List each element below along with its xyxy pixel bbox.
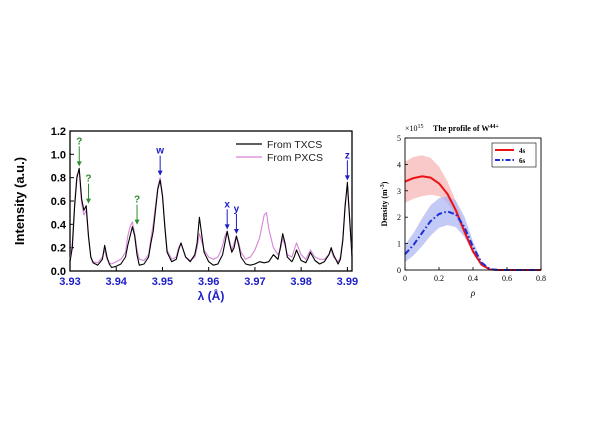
legend-label-txcs: From TXCS	[267, 139, 322, 151]
spectrum-series-line-txcs	[69, 167, 353, 269]
annotation-label: x	[224, 199, 230, 210]
annotation-arrowhead	[224, 224, 230, 230]
density-band-6s	[405, 196, 541, 270]
density-x-axis-label: ρ	[470, 288, 476, 298]
density-y-axis-label: Density (m-3)	[380, 181, 389, 226]
spectrum-plot-frame	[69, 130, 353, 272]
legend-label-6s: 6s	[519, 157, 526, 165]
spectrum-y-tick-label: 0.6	[51, 196, 66, 208]
legend-label-4s: 4s	[519, 147, 526, 155]
annotation-label: ?	[85, 174, 91, 185]
annotation-arrowhead	[157, 170, 163, 176]
density-y-tick-label: 1	[397, 240, 401, 249]
annotation-arrowhead	[344, 175, 350, 181]
spectrum-y-tick-label: 1.2	[51, 126, 66, 138]
density-y-tick-label: 2	[397, 213, 401, 222]
spectrum-x-axis-label: λ (Å)	[198, 288, 225, 303]
density-y-tick-label: 4	[397, 160, 401, 169]
spectrum-x-ticks: 3.93 3.94 3.95 3.96 3.97 3.98 3.99	[59, 267, 358, 288]
spectrum-chart: 0.00.20.40.60.81.01.2 3.93 3.94 3.95 3.96 3.…	[12, 126, 358, 303]
density-x-tick-label: 0	[403, 274, 407, 283]
density-x-ticks: 0 0.2 0.4 0.6 0.8	[403, 267, 546, 283]
spectrum-x-tick-label: 3.99	[337, 276, 358, 288]
annotation-label: ?	[76, 136, 82, 147]
density-y-tick-label: 3	[397, 187, 401, 196]
density-y-tick-label: 0	[397, 266, 401, 275]
density-x-tick-label: 0.6	[502, 274, 512, 283]
spectrum-series	[69, 167, 353, 269]
annotation-label: y	[234, 204, 240, 215]
annotation-label: w	[155, 146, 164, 157]
spectrum-x-tick-label: 3.96	[198, 276, 219, 288]
annotation-arrowhead	[233, 229, 239, 234]
spectrum-x-tick-label: 3.98	[290, 276, 311, 288]
spectrum-y-tick-label: 0.0	[51, 266, 66, 278]
spectrum-x-tick-label: 3.95	[152, 276, 173, 288]
spectrum-y-tick-label: 0.4	[51, 219, 67, 231]
annotation-label: ?	[134, 195, 140, 206]
density-y-tick-label: 5	[397, 134, 401, 143]
spectrum-legend: From TXCS From PXCS	[236, 139, 323, 164]
spectrum-y-tick-label: 0.2	[51, 243, 66, 255]
density-y-ticks: 0 1 2 3 4 5	[397, 134, 408, 275]
spectrum-y-tick-label: 1.0	[51, 149, 66, 161]
annotation-label: z	[345, 150, 350, 161]
spectrum-y-ticks: 0.0 0.2 0.4 0.6 0.8 1.0 1.2	[51, 126, 74, 278]
density-x-tick-label: 0.4	[468, 274, 478, 283]
spectrum-annotations: ??? w x y z	[76, 136, 350, 234]
density-scale-multiplier: ×1015	[405, 124, 424, 133]
spectrum-y-axis-label: Intensity (a.u.)	[12, 157, 27, 245]
density-legend-box	[491, 142, 537, 168]
density-legend: 4s 6s	[491, 142, 537, 168]
density-chart: 0 1 2 3 4 5 0 0.2 0.4 0.6 0.8 ×1015 The profile o…	[380, 124, 546, 298]
spectrum-x-tick-label: 3.94	[106, 276, 128, 288]
legend-label-pxcs: From PXCS	[267, 152, 323, 164]
density-x-tick-label: 0.8	[536, 274, 546, 283]
spectrum-y-tick-label: 0.8	[51, 173, 66, 185]
annotation-arrowhead	[85, 198, 91, 204]
density-x-tick-label: 0.2	[434, 274, 444, 283]
annotation-arrowhead	[76, 161, 82, 167]
spectrum-x-tick-label: 3.97	[244, 276, 265, 288]
annotation-arrowhead	[134, 219, 140, 225]
density-chart-title: The profile of W44+	[433, 124, 499, 133]
spectrum-x-tick-label: 3.93	[59, 276, 80, 288]
